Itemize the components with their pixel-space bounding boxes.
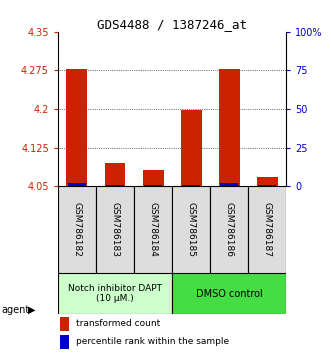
- Bar: [144, 185, 162, 186]
- Bar: [96, 186, 134, 273]
- Bar: [105, 163, 125, 186]
- Text: GSM786185: GSM786185: [187, 202, 196, 257]
- Bar: [219, 69, 240, 186]
- Text: ▶: ▶: [28, 305, 35, 315]
- Bar: [60, 335, 70, 349]
- Text: transformed count: transformed count: [76, 319, 161, 328]
- Text: agent: agent: [2, 305, 30, 315]
- Bar: [248, 186, 286, 273]
- Bar: [58, 186, 96, 273]
- Bar: [58, 273, 172, 314]
- Bar: [181, 110, 202, 186]
- Bar: [182, 185, 200, 186]
- Bar: [60, 317, 70, 331]
- Text: DMSO control: DMSO control: [196, 289, 262, 299]
- Bar: [106, 185, 124, 186]
- Bar: [134, 186, 172, 273]
- Text: percentile rank within the sample: percentile rank within the sample: [76, 337, 229, 346]
- Text: GSM786183: GSM786183: [111, 202, 119, 257]
- Title: GDS4488 / 1387246_at: GDS4488 / 1387246_at: [97, 18, 247, 31]
- Text: GSM786182: GSM786182: [72, 202, 81, 257]
- Text: GSM786186: GSM786186: [225, 202, 234, 257]
- Bar: [259, 185, 276, 186]
- Text: Notch inhibitor DAPT
(10 μM.): Notch inhibitor DAPT (10 μM.): [68, 284, 162, 303]
- Bar: [67, 69, 87, 186]
- Bar: [68, 183, 86, 186]
- Bar: [172, 186, 210, 273]
- Text: GSM786187: GSM786187: [263, 202, 272, 257]
- Bar: [220, 183, 238, 186]
- Text: GSM786184: GSM786184: [149, 202, 158, 257]
- Bar: [210, 186, 248, 273]
- Bar: [172, 273, 286, 314]
- Bar: [257, 177, 278, 186]
- Bar: [143, 170, 164, 186]
